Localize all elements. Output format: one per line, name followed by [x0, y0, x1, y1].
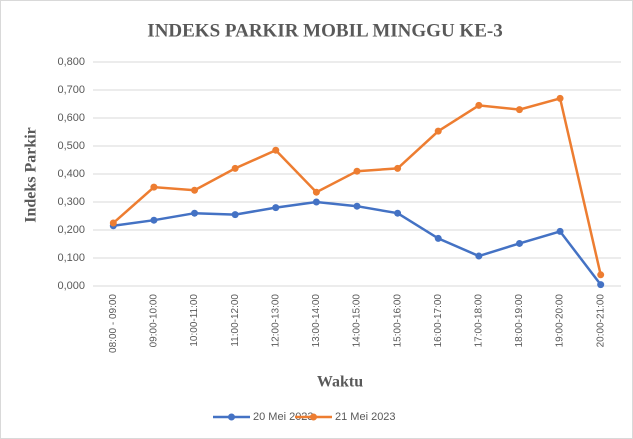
data-point: [231, 211, 239, 219]
data-point: [272, 204, 280, 212]
y-tick-label: 0,300: [57, 196, 85, 208]
y-tick-label: 0,000: [57, 280, 85, 292]
data-point: [515, 106, 523, 114]
y-tick-label: 0,600: [57, 112, 85, 124]
x-tick-label: 10:00-11:00: [189, 294, 200, 347]
x-tick-label: 20:00-21:00: [595, 294, 606, 348]
data-point: [150, 183, 158, 191]
data-point: [191, 186, 199, 194]
x-tick-label: 08:00 - 09:00: [108, 294, 119, 353]
data-point: [515, 239, 523, 247]
x-tick-label: 18:00-19:00: [514, 294, 525, 348]
data-point: [272, 146, 280, 154]
y-tick-label: 0,800: [57, 56, 85, 68]
data-point: [353, 202, 361, 210]
data-point: [312, 198, 320, 206]
y-tick-label: 0,500: [57, 140, 85, 152]
data-point: [191, 209, 199, 217]
data-point: [353, 167, 361, 175]
y-axis-label: Indeks Parkir: [23, 127, 40, 223]
chart-title: INDEKS PARKIR MOBIL MINGGU KE-3: [147, 20, 502, 41]
y-tick-label: 0,100: [57, 252, 85, 264]
data-point: [475, 101, 483, 109]
legend-marker: [228, 413, 235, 421]
x-tick-label: 14:00-15:00: [352, 294, 363, 348]
x-axis-label: Waktu: [317, 374, 363, 391]
x-tick-label: 16:00-17:00: [433, 294, 444, 348]
data-point: [312, 188, 320, 196]
data-point: [150, 216, 158, 224]
x-tick-label: 13:00-14:00: [311, 294, 322, 348]
x-tick-label: 17:00-18:00: [473, 294, 484, 348]
data-point: [597, 271, 605, 279]
y-tick-label: 0,400: [57, 168, 85, 180]
x-tick-label: 15:00-16:00: [392, 294, 403, 348]
data-point: [394, 164, 402, 172]
data-point: [475, 252, 483, 260]
y-tick-label: 0,200: [57, 224, 85, 236]
data-point: [231, 164, 239, 172]
data-point: [597, 281, 605, 289]
data-point: [109, 219, 117, 227]
x-tick-label: 11:00-12:00: [230, 294, 241, 347]
x-tick-label: 12:00-13:00: [270, 294, 281, 348]
x-tick-label: 09:00-10:00: [149, 294, 160, 348]
data-point: [394, 209, 402, 217]
legend-marker: [310, 413, 317, 421]
data-point: [434, 127, 442, 135]
data-point: [556, 94, 564, 102]
legend-label: 20 Mei 2023: [253, 411, 314, 423]
data-point: [556, 227, 564, 235]
data-point: [434, 234, 442, 242]
legend-label: 21 Mei 2023: [335, 411, 396, 423]
x-tick-label: 19:00-20:00: [555, 294, 566, 348]
y-tick-label: 0,700: [57, 84, 85, 96]
